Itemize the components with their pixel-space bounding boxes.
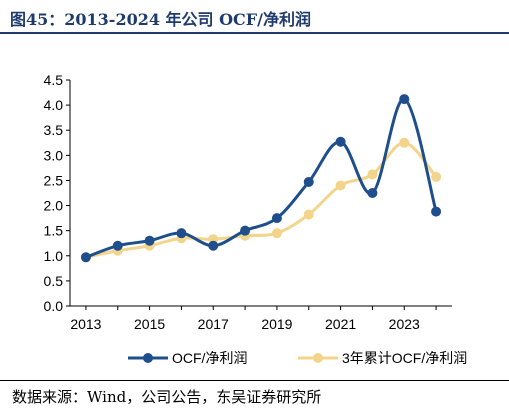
legend-marker-2 [313,353,323,363]
series-1-point [112,240,123,251]
series-1-point [240,225,251,236]
series-1-point [144,235,155,246]
y-tick-label: 0.0 [44,298,64,314]
y-tick-label: 3.5 [44,122,64,138]
y-tick-label: 2.5 [44,172,64,188]
x-tick-label: 2021 [325,316,356,332]
series-1-point [80,252,91,263]
x-tick-label: 2013 [70,316,101,332]
series-1-point [271,213,282,224]
y-tick-label: 0.5 [44,273,64,289]
series-1-point [176,228,187,239]
series-line-1 [85,97,438,259]
line-chart: 0.0 0.5 1.0 1.5 2.0 2.5 3.0 3.5 4.0 4.5 2013 2015 20… [44,72,468,366]
series-2-point [431,171,442,182]
series-2-point [303,209,314,220]
x-tick-label: 2019 [261,316,292,332]
figure-source: 数据来源：Wind，公司公告，东吴证券研究所 [12,388,322,406]
title-divider [0,32,509,34]
series-1-point [399,94,410,105]
legend-label-1: OCF/净利润 [172,350,247,366]
y-tick-label: 2.0 [44,198,64,214]
series-1-point [367,188,378,198]
y-tick-label: 4.5 [44,72,64,88]
y-tick-label: 3.0 [44,147,64,163]
x-tick-label: 2023 [389,316,420,332]
legend-label-2: 3年累计OCF/净利润 [342,350,467,366]
y-tick-label: 4.0 [44,97,64,113]
x-tick-label: 2017 [198,316,229,332]
y-tick-label: 1.0 [44,248,64,264]
figure-title: 图45：2013-2024 年公司 OCF/净利润 [10,10,311,29]
series-2-point [335,180,346,191]
series-2-point [271,228,282,239]
series-2-point [367,169,378,180]
series-1-point [303,176,314,187]
series-2-point [399,137,410,148]
y-tick-label: 1.5 [44,223,64,239]
series-1-point [208,240,219,251]
series-1-point [431,206,442,217]
source-divider [0,380,509,381]
legend-marker-1 [143,353,153,363]
x-tick-label: 2015 [134,316,165,332]
series-1-point [335,136,346,147]
